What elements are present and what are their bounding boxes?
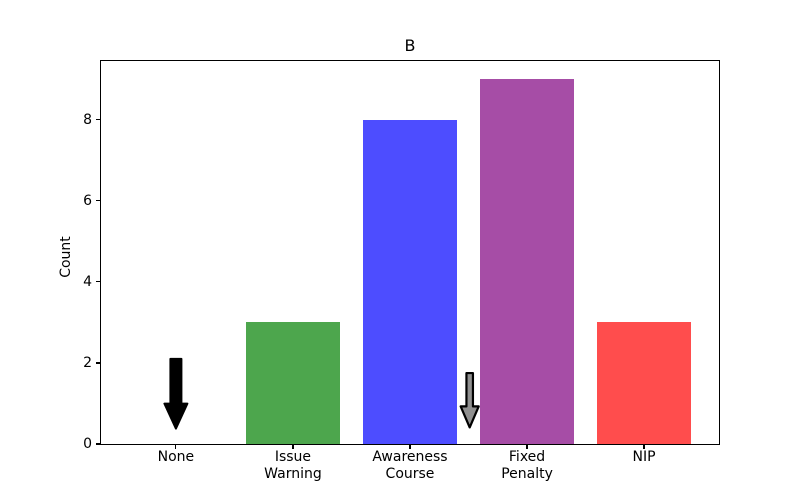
x-tick-mark [409, 445, 411, 449]
y-axis-label: Count [58, 236, 74, 278]
x-tick-mark [643, 445, 645, 449]
x-tick-label: Issue Warning [264, 449, 322, 482]
y-tick-mark [96, 200, 100, 202]
x-tick-label: Awareness Course [372, 449, 448, 482]
bars-container [101, 61, 719, 444]
chart-title: B [404, 36, 416, 55]
x-tick-mark [175, 445, 177, 449]
y-tick-mark [96, 362, 100, 364]
x-tick-label: NIP [632, 449, 656, 465]
bar-awareness-course [363, 119, 457, 444]
x-tick-label: None [157, 449, 195, 465]
y-tick-label: 0 [83, 436, 92, 452]
y-tick-label: 4 [83, 273, 92, 290]
y-tick-label: 2 [83, 354, 92, 371]
y-tick-label: 6 [83, 192, 92, 209]
y-tick-label: 8 [83, 111, 92, 128]
y-tick-mark [96, 443, 100, 445]
bar-issue-warning [246, 322, 340, 444]
plot-area [100, 60, 720, 445]
x-tick-mark [292, 445, 294, 449]
x-tick-label: Fixed Penalty [501, 449, 553, 482]
y-tick-mark [96, 281, 100, 283]
y-tick-mark [96, 119, 100, 121]
bar-nip [597, 322, 691, 444]
x-tick-mark [526, 445, 528, 449]
bar-fixed-penalty [480, 79, 574, 444]
